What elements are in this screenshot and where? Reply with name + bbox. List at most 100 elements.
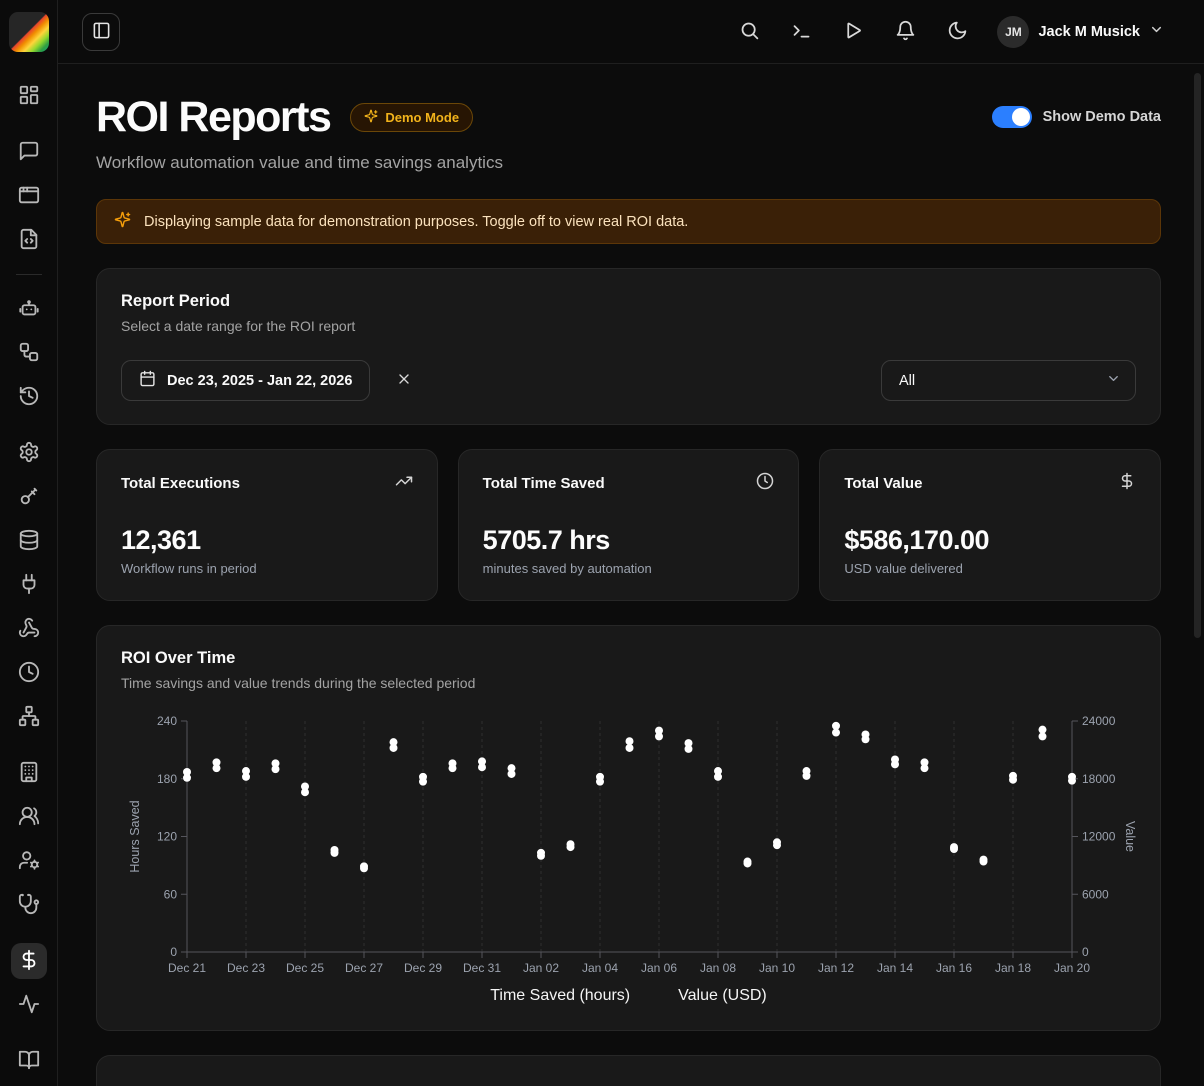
sidebar-item-plug[interactable] bbox=[11, 567, 47, 603]
sparkles-icon bbox=[114, 211, 131, 233]
sidebar-item-users[interactable] bbox=[11, 799, 47, 835]
user-name: Jack M Musick bbox=[1038, 23, 1140, 40]
topbar: JM Jack M Musick bbox=[58, 0, 1204, 64]
sidebar-item-roi-reports[interactable] bbox=[10, 943, 47, 979]
svg-text:Dec 31: Dec 31 bbox=[463, 961, 501, 975]
svg-text:Dec 27: Dec 27 bbox=[345, 961, 383, 975]
roi-over-time-card: ROI Over Time Time savings and value tre… bbox=[96, 625, 1161, 1032]
chevron-down-icon bbox=[1106, 371, 1121, 390]
avatar: JM bbox=[997, 15, 1030, 48]
roi-chart-canvas: 0 60 120 180 240 0 6000 12000 18000 24000 Dec 21 De… bbox=[128, 714, 1137, 975]
legend-item-time-saved[interactable]: Time Saved (hours) bbox=[490, 987, 631, 1005]
svg-text:Jan 12: Jan 12 bbox=[818, 961, 854, 975]
activity-icon bbox=[18, 993, 40, 1018]
sidebar-item-history[interactable] bbox=[11, 379, 47, 415]
sidebar-item-webhook[interactable] bbox=[11, 611, 47, 647]
bot-icon bbox=[18, 297, 40, 322]
sidebar-item-bot[interactable] bbox=[11, 291, 47, 327]
search-button[interactable] bbox=[737, 20, 761, 44]
svg-text:6000: 6000 bbox=[1082, 888, 1109, 902]
sidebar bbox=[0, 0, 58, 1086]
svg-text:Jan 14: Jan 14 bbox=[877, 961, 913, 975]
demo-mode-badge: Demo Mode bbox=[350, 103, 474, 133]
sidebar-item-stethoscope[interactable] bbox=[11, 887, 47, 923]
svg-text:Jan 06: Jan 06 bbox=[641, 961, 677, 975]
stat-value: 12,361 bbox=[121, 525, 201, 556]
sidebar-item-chat[interactable] bbox=[11, 134, 47, 170]
sidebar-item-app-window[interactable] bbox=[11, 178, 47, 214]
user-cog-icon bbox=[18, 849, 40, 874]
sidebar-toggle-button[interactable] bbox=[82, 12, 120, 51]
sidebar-item-dashboard[interactable] bbox=[11, 78, 47, 114]
sidebar-item-database[interactable] bbox=[11, 523, 47, 559]
network-icon bbox=[18, 705, 40, 730]
svg-text:Jan 20: Jan 20 bbox=[1054, 961, 1090, 975]
toggle-label: Show Demo Data bbox=[1042, 109, 1161, 125]
trending-up-icon bbox=[395, 472, 413, 495]
plug-icon bbox=[18, 573, 40, 598]
svg-text:0: 0 bbox=[170, 945, 177, 959]
svg-text:Value: Value bbox=[1123, 821, 1137, 852]
run-button[interactable] bbox=[841, 20, 865, 44]
svg-text:12000: 12000 bbox=[1082, 830, 1116, 844]
stat-title: Total Time Saved bbox=[482, 475, 605, 493]
sidebar-item-workflow[interactable] bbox=[11, 335, 47, 371]
report-period-subtitle: Select a date range for the ROI report bbox=[121, 318, 356, 335]
stat-card-total-time-saved: Total Time Saved 5705.7 hrs minutes save… bbox=[457, 449, 800, 602]
svg-text:Jan 10: Jan 10 bbox=[759, 961, 795, 975]
dollar-icon bbox=[18, 949, 40, 974]
logo-cell bbox=[0, 0, 57, 64]
stat-title: Total Executions bbox=[121, 475, 240, 493]
svg-text:180: 180 bbox=[157, 772, 177, 786]
svg-text:Hours Saved: Hours Saved bbox=[128, 801, 142, 873]
demo-data-banner: Displaying sample data for demonstration… bbox=[96, 199, 1161, 245]
key-icon bbox=[18, 485, 40, 510]
history-icon bbox=[18, 385, 40, 410]
stat-caption: minutes saved by automation bbox=[482, 561, 652, 577]
svg-text:120: 120 bbox=[157, 830, 177, 844]
sidebar-item-settings[interactable] bbox=[11, 435, 47, 471]
sidebar-item-network[interactable] bbox=[11, 699, 47, 735]
sidebar-item-book[interactable] bbox=[11, 1043, 47, 1079]
sidebar-item-file-code[interactable] bbox=[11, 222, 47, 258]
svg-text:0: 0 bbox=[1082, 945, 1089, 959]
filter-select[interactable]: All bbox=[881, 360, 1136, 402]
theme-toggle-button[interactable] bbox=[945, 20, 969, 44]
date-range-button[interactable]: Dec 23, 2025 - Jan 22, 2026 bbox=[121, 360, 371, 402]
legend-item-value[interactable]: Value (USD) bbox=[678, 987, 767, 1005]
sidebar-item-key[interactable] bbox=[11, 479, 47, 515]
sidebar-item-activity[interactable] bbox=[11, 987, 47, 1023]
clock-icon bbox=[18, 661, 40, 686]
stethoscope-icon bbox=[18, 893, 40, 918]
svg-text:Jan 18: Jan 18 bbox=[995, 961, 1031, 975]
app-logo[interactable] bbox=[8, 12, 49, 52]
clear-date-button[interactable] bbox=[390, 367, 418, 395]
building-icon bbox=[18, 761, 40, 786]
stat-caption: Workflow runs in period bbox=[121, 561, 257, 577]
notifications-button[interactable] bbox=[893, 20, 917, 44]
chart-subtitle: Time savings and value trends during the… bbox=[121, 675, 476, 692]
svg-text:Dec 23: Dec 23 bbox=[227, 961, 265, 975]
svg-text:18000: 18000 bbox=[1082, 772, 1116, 786]
page-subtitle: Workflow automation value and time savin… bbox=[96, 153, 503, 173]
page-header: ROI Reports Demo Mode Workflow automatio… bbox=[96, 93, 1161, 173]
calendar-icon bbox=[139, 370, 156, 391]
show-demo-data-toggle[interactable] bbox=[991, 106, 1032, 128]
users-icon bbox=[18, 805, 40, 830]
app-window-icon bbox=[18, 184, 40, 209]
user-menu[interactable]: JM Jack M Musick bbox=[997, 15, 1164, 48]
terminal-button[interactable] bbox=[789, 20, 813, 44]
sidebar-items bbox=[0, 64, 57, 1079]
sidebar-item-clock[interactable] bbox=[11, 655, 47, 691]
sidebar-item-user-cog[interactable] bbox=[11, 843, 47, 879]
play-icon bbox=[843, 20, 864, 44]
svg-text:240: 240 bbox=[157, 714, 177, 728]
file-code-icon bbox=[18, 228, 40, 253]
svg-text:Jan 08: Jan 08 bbox=[700, 961, 736, 975]
svg-text:Dec 21: Dec 21 bbox=[168, 961, 206, 975]
scrollbar-thumb[interactable] bbox=[1194, 73, 1201, 638]
stat-card-total-executions: Total Executions 12,361 Workflow runs in… bbox=[96, 449, 438, 602]
sidebar-item-building[interactable] bbox=[11, 755, 47, 791]
webhook-icon bbox=[18, 617, 40, 642]
search-icon bbox=[739, 20, 760, 44]
